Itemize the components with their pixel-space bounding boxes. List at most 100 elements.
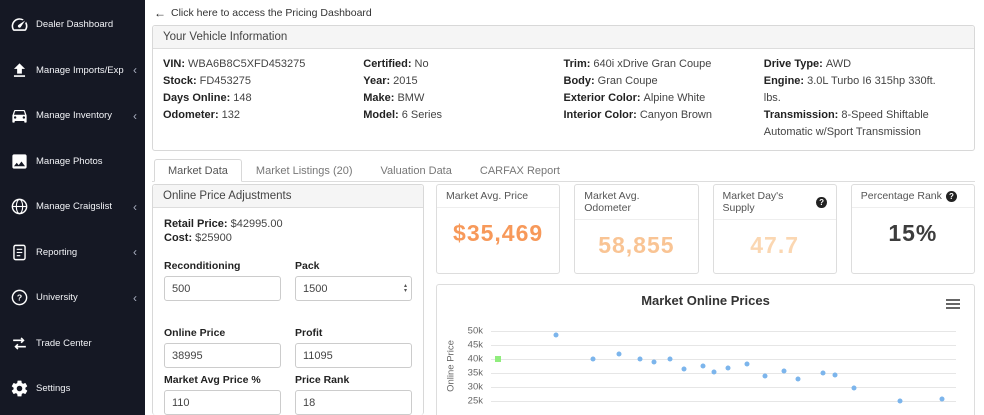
spacer: [164, 307, 412, 327]
scatter-point: [725, 365, 731, 371]
scatter-point: [795, 376, 801, 382]
stat-card-market-days-supply: Market Day's Supply ? 47.7: [712, 184, 837, 275]
chevron-icon: ‹: [133, 108, 137, 123]
vehicle-field-exterior-color: Exterior Color: Alpine White: [563, 92, 706, 105]
y-tick-label: 25k: [467, 395, 483, 407]
sidebar-item-reporting[interactable]: Reporting ‹: [0, 230, 145, 276]
scatter-point: [762, 373, 768, 379]
vehicle-information-panel: Your Vehicle Information VIN: WBA6B8C5XFD…: [152, 25, 975, 152]
stat-label: Market Day's Supply: [722, 190, 784, 215]
vehicle-field-vin: VIN: WBA6B8C5XFD453275: [163, 58, 306, 70]
pricing-dashboard-link[interactable]: ← Click here to access the Pricing Dashb…: [152, 0, 975, 25]
online-price-input[interactable]: [164, 343, 281, 369]
main-content: ← Click here to access the Pricing Dashb…: [145, 0, 984, 415]
market-data-content: Online Price Adjustments Retail Price: $4…: [152, 184, 975, 415]
sidebar-item-manage-inventory[interactable]: Manage Inventory ‹: [0, 93, 145, 139]
sidebar-item-manage-imports-exports[interactable]: Manage Imports/Exports ‹: [0, 48, 145, 94]
sidebar-item-university[interactable]: ? University ‹: [0, 275, 145, 321]
chevron-icon: ‹: [133, 290, 137, 305]
stat-value: 47.7: [750, 232, 799, 259]
pricing-dashboard-link-label: Click here to access the Pricing Dashboa…: [171, 7, 372, 19]
sidebar-item-settings[interactable]: Settings: [0, 366, 145, 412]
vehicle-info-column: Drive Type: AWD Engine: 3.0L Turbo I6 315h…: [764, 56, 964, 141]
stat-card-percentage-rank: Percentage Rank ? 15%: [850, 184, 975, 275]
stat-label: Percentage Rank: [860, 190, 942, 203]
stat-label: Market Avg. Price: [446, 190, 529, 203]
scatter-plot: Online Price 50k 45k 40k 35k 30k 25k: [446, 325, 956, 407]
sidebar-item-trade-center[interactable]: Trade Center: [0, 321, 145, 367]
stat-value: 15%: [888, 220, 938, 247]
pack-field-group: Pack ▴ ▾: [295, 260, 412, 302]
sidebar-item-label: University: [36, 292, 78, 304]
car-icon: [10, 106, 29, 125]
gridline: [491, 359, 956, 361]
pack-input[interactable]: [295, 276, 412, 302]
vehicle-info-column: Trim: 640i xDrive Gran Coupe Body: Gran Co…: [564, 56, 764, 141]
stat-value: $35,469: [453, 220, 544, 247]
vehicle-field-model: Model: 6 Series: [363, 109, 443, 122]
scatter-point: [897, 398, 903, 404]
scatter-point: [744, 361, 750, 367]
tab-carfax-report[interactable]: CARFAX Report: [479, 165, 560, 178]
y-tick-label: 30k: [467, 381, 483, 393]
detail-tabs: Market Data Market Listings (20) Valuati…: [152, 159, 975, 183]
scatter-point: [681, 366, 687, 372]
help-icon[interactable]: ?: [945, 190, 957, 202]
gridline: [491, 344, 956, 346]
scatter-point: [616, 351, 622, 357]
chevron-icon: ‹: [133, 245, 137, 260]
vehicle-field-odometer: Odometer: 132: [163, 109, 240, 122]
svg-text:?: ?: [17, 293, 22, 303]
journal-icon: [10, 243, 29, 262]
vehicle-field-engine: Engine: 3.0L Turbo I6 315hp 330ft. lbs.: [763, 75, 936, 105]
market-stat-cards: Market Avg. Price $35,469 Market Avg. Od…: [436, 184, 975, 275]
trade-icon: [10, 334, 29, 353]
vehicle-field-drive-type: Drive Type: AWD: [763, 58, 852, 70]
price-rank-input[interactable]: [295, 390, 412, 415]
stepper-up-icon[interactable]: ▴: [403, 282, 407, 289]
scatter-point: [651, 359, 657, 365]
reconditioning-input[interactable]: [164, 276, 281, 302]
online-price-field-group: Online Price: [164, 327, 281, 369]
tab-market-listings[interactable]: Market Listings (20): [255, 165, 353, 178]
chevron-icon: ‹: [133, 199, 137, 214]
sidebar-item-label: Settings: [36, 383, 71, 395]
sidebar-item-manage-craigslist[interactable]: Manage Craigslist ‹: [0, 184, 145, 230]
vehicle-field-stock: Stock: FD453275: [163, 75, 251, 88]
globe-icon: [10, 197, 29, 216]
scatter-point: [494, 356, 501, 363]
chart-menu-icon[interactable]: [944, 295, 962, 313]
market-online-prices-chart: Market Online Prices Online Price 50k 45k…: [436, 284, 975, 415]
sidebar: Dealer Dashboard Manage Imports/Exports …: [0, 0, 145, 415]
pack-label: Pack: [295, 260, 320, 273]
scatter-point: [700, 363, 706, 369]
dashboard-icon: [10, 15, 29, 34]
y-tick-label: 40k: [467, 353, 483, 365]
sidebar-item-manage-photos[interactable]: Manage Photos: [0, 139, 145, 185]
vehicle-info-body: VIN: WBA6B8C5XFD453275 Stock: FD453275 Day…: [153, 49, 974, 150]
chevron-icon: ‹: [133, 63, 137, 78]
tab-market-data[interactable]: Market Data: [154, 159, 242, 183]
y-axis-label: Online Price: [445, 340, 457, 392]
vehicle-field-transmission: Transmission: 8-Speed Shiftable Automatic…: [763, 109, 929, 139]
vehicle-info-column: VIN: WBA6B8C5XFD453275 Stock: FD453275 Day…: [163, 56, 363, 141]
market-avg-price-pct-input[interactable]: [164, 390, 281, 415]
gridline: [491, 387, 956, 389]
vehicle-field-trim: Trim: 640i xDrive Gran Coupe: [563, 58, 712, 70]
profit-input[interactable]: [295, 343, 412, 369]
price-rank-label: Price Rank: [295, 374, 350, 387]
number-stepper[interactable]: ▴ ▾: [403, 282, 407, 294]
vehicle-field-certified: Certified: No: [363, 58, 429, 70]
scatter-point: [781, 368, 787, 374]
sidebar-item-label: Manage Photos: [36, 155, 103, 167]
stepper-down-icon[interactable]: ▾: [403, 287, 407, 294]
help-icon[interactable]: ?: [816, 196, 827, 208]
tab-valuation-data[interactable]: Valuation Data: [380, 165, 452, 178]
vehicle-field-year: Year: 2015: [363, 75, 418, 88]
retail-price-line: Retail Price: $42995.00: [164, 218, 283, 231]
vehicle-field-days-online: Days Online: 148: [163, 92, 252, 105]
vehicle-info-column: Certified: No Year: 2015 Make: BMW Model: 6 …: [363, 56, 563, 141]
sidebar-item-dealer-dashboard[interactable]: Dealer Dashboard: [0, 2, 145, 48]
profit-label: Profit: [295, 327, 323, 340]
